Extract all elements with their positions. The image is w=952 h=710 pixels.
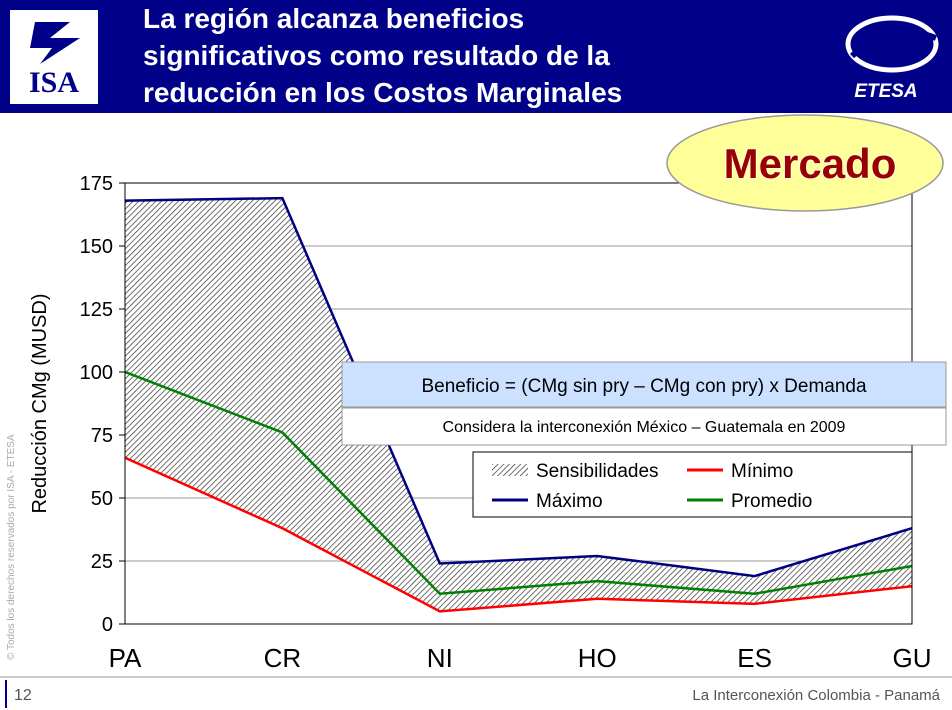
- legend-label: Promedio: [731, 491, 812, 512]
- copyright: © Todos los derechos reservados por ISA …: [6, 434, 17, 660]
- title-line: La región alcanza beneficios: [143, 3, 524, 34]
- footer-text: La Interconexión Colombia - Panamá: [692, 687, 940, 704]
- series-line: [124, 370, 913, 596]
- x-tick-label: HO: [578, 643, 617, 673]
- title-line: significativos como resultado de la: [143, 40, 610, 71]
- badge: Mercado: [666, 114, 944, 212]
- y-tick-label: 100: [80, 362, 113, 384]
- y-axis-label: Reducción CMg (MUSD): [29, 293, 51, 513]
- legend-box: [472, 451, 913, 518]
- logo-text: ISA: [29, 66, 79, 99]
- legend-swatch: [492, 464, 528, 476]
- note: Beneficio = (CMg sin pry – CMg con pry) …: [421, 376, 867, 397]
- y-tick-label: 0: [102, 614, 113, 636]
- x-tick-label: GU: [893, 643, 932, 673]
- legend-label: Mínimo: [731, 461, 793, 482]
- x-tick-label: NI: [427, 643, 453, 673]
- x-tick-label: PA: [109, 643, 142, 673]
- x-tick-label: CR: [264, 643, 302, 673]
- page-number: 12: [14, 687, 32, 704]
- y-tick-label: 50: [91, 488, 113, 510]
- title-line: reducción en los Costos Marginales: [143, 77, 622, 108]
- y-tick-label: 25: [91, 551, 113, 573]
- y-tick-label: 75: [91, 425, 113, 447]
- header-bar: [0, 0, 952, 113]
- note-box: [341, 361, 947, 408]
- logo-isa: ISA: [10, 10, 98, 104]
- note: Considera la interconexión México – Guat…: [443, 419, 846, 436]
- logo-etesa: ETESA: [845, 15, 939, 102]
- title: La región alcanza beneficios significativ…: [143, 3, 622, 108]
- y-tick-label: 175: [80, 173, 113, 195]
- series-line: [124, 456, 913, 613]
- note-box: [341, 407, 947, 446]
- y-tick-label: 150: [80, 236, 113, 258]
- series-line: [124, 196, 913, 578]
- legend-label: Sensibilidades: [536, 461, 659, 482]
- badge-text: Mercado: [724, 140, 897, 187]
- y-tick-label: 125: [80, 299, 113, 321]
- band: [125, 198, 912, 612]
- x-tick-label: ES: [737, 643, 772, 673]
- legend-label: Máximo: [536, 491, 603, 512]
- logo-text: ETESA: [854, 81, 917, 102]
